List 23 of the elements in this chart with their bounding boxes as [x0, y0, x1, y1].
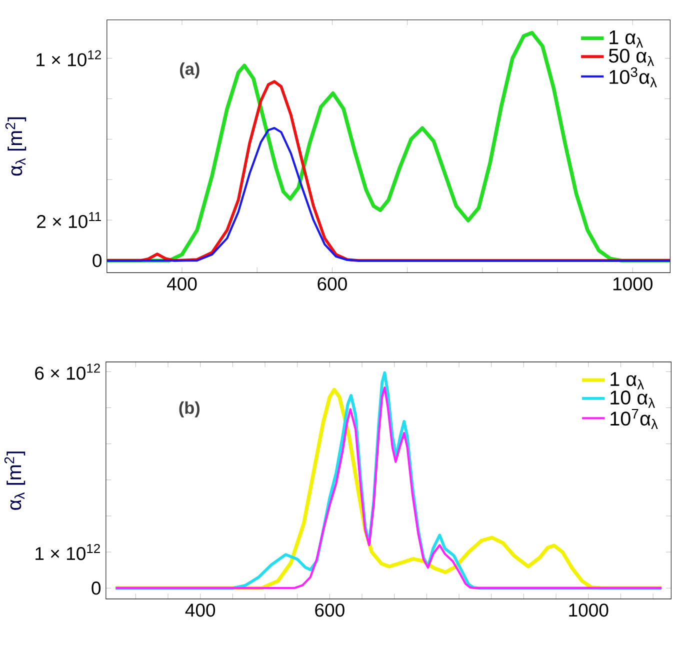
y-tick-label: 1 × 10$^{12}$ [36, 544, 100, 560]
legend-label: 10 α$_{λ}$ [610, 390, 655, 408]
legend-label: 50 α$_{λ}$ [608, 48, 654, 66]
x-tick-label: 1000 [569, 604, 608, 617]
line-series [106, 127, 670, 262]
legend-label: 1 α$_{λ}$ [610, 372, 644, 390]
x-tick-label: 400 [166, 278, 197, 291]
x-tick-label: 600 [318, 278, 347, 291]
y-axis-title: α$_{λ}$ [m$^{2}$] [4, 452, 26, 510]
legend-label: 1 α$_{λ}$ [610, 30, 643, 48]
legend-label: 10$^{3}$α$_{λ}$ [610, 67, 657, 88]
y-tick-label: 6 × 10$^{12}$ [35, 364, 100, 380]
y-tick-label: 0 [92, 582, 101, 595]
x-tick-label: 1000 [613, 278, 652, 291]
x-tick-label: 600 [315, 604, 344, 617]
annotation: (b) [179, 402, 200, 418]
y-tick-label: 1 × 10$^{12}$ [36, 50, 101, 67]
annotation: (a) [180, 62, 200, 79]
legend-label: 10$^{7}$α$_{λ}$ [610, 409, 658, 430]
x-tick-label: 400 [185, 604, 216, 617]
y-axis-title: α$_{λ}$ [m$^{2}$] [5, 118, 26, 176]
y-tick-label: 0 [92, 254, 102, 268]
y-tick-label: 2 × 10$^{11}$ [37, 212, 101, 228]
